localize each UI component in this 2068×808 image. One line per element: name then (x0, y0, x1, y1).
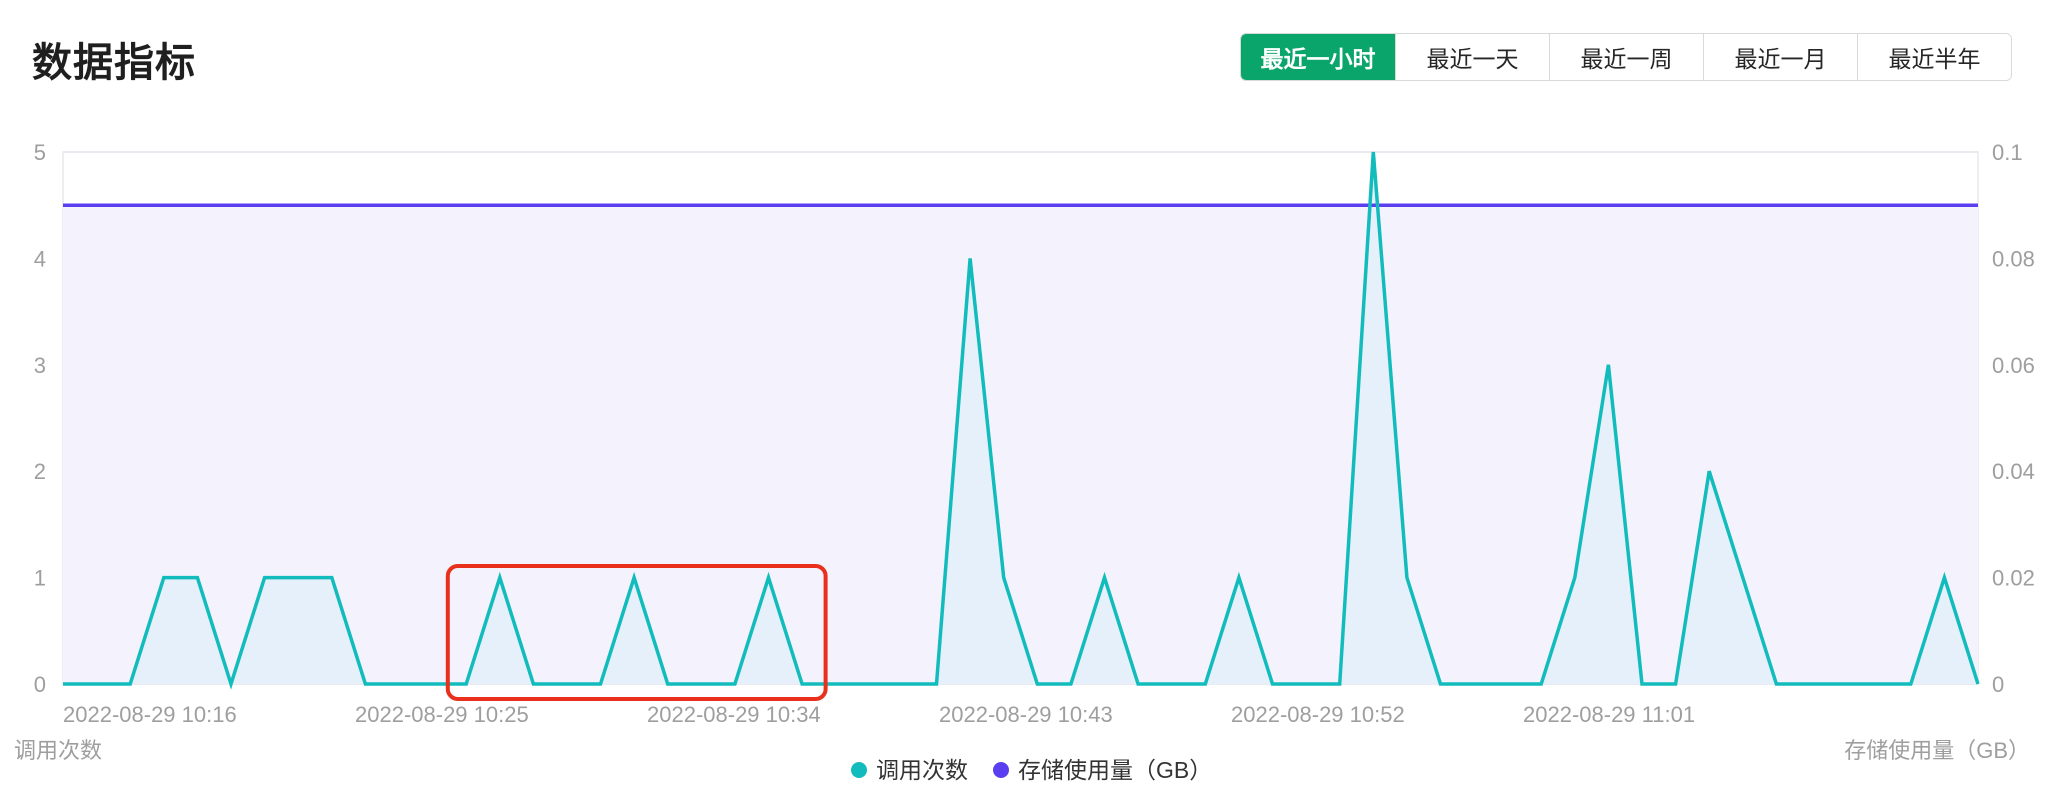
range-last-week-button[interactable]: 最近一周 (1549, 34, 1703, 80)
y-right-axis-title: 存储使用量（GB） (1844, 738, 2030, 763)
range-last-hour-button[interactable]: 最近一小时 (1241, 34, 1395, 80)
calls-area (63, 152, 1978, 684)
y-right-tick-label: 0.08 (1992, 246, 2035, 271)
legend: 调用次数 存储使用量（GB） (851, 757, 1212, 783)
x-tick-label: 2022-08-29 10:43 (939, 702, 1113, 727)
x-tick-label: 2022-08-29 10:34 (647, 702, 821, 727)
y-right-tick-label: 0 (1992, 672, 2004, 697)
y-left-tick-label: 2 (34, 459, 46, 484)
y-left-tick-label: 3 (34, 353, 46, 378)
highlight-layer (445, 564, 828, 701)
legend-label-calls: 调用次数 (876, 757, 968, 783)
x-tick-label: 2022-08-29 10:25 (355, 702, 529, 727)
calls-series-line (63, 151, 1980, 690)
y-left-tick-label: 4 (34, 246, 46, 271)
highlight-box (445, 564, 828, 701)
y-right-tick-label: 0.1 (1992, 140, 2023, 165)
y-right-tick-label: 0.06 (1992, 353, 2035, 378)
area-layer (63, 152, 1978, 684)
x-tick-label: 2022-08-29 11:01 (1523, 702, 1695, 727)
time-range-selector: 最近一小时 最近一天 最近一周 最近一月 最近半年 (1240, 33, 2012, 81)
page-title: 数据指标 (32, 41, 196, 85)
axis-layer: 0 1 2 3 4 5 0 0.02 0.04 0.06 0.08 0.1 2022-08-29 10:… (14, 140, 2035, 763)
range-last-month-button[interactable]: 最近一月 (1703, 34, 1857, 80)
range-last-half-year-button[interactable]: 最近半年 (1857, 34, 2011, 80)
legend-marker-storage (993, 762, 1009, 778)
legend-label-storage: 存储使用量（GB） (1018, 757, 1212, 783)
y-left-tick-label: 5 (34, 140, 46, 165)
y-left-axis-title: 调用次数 (14, 738, 102, 763)
x-tick-label: 2022-08-29 10:16 (63, 702, 237, 727)
y-left-tick-label: 0 (34, 672, 46, 697)
y-right-tick-label: 0.02 (1992, 566, 2035, 591)
x-tick-label: 2022-08-29 10:52 (1231, 702, 1405, 727)
legend-marker-calls (851, 762, 867, 778)
range-last-day-button[interactable]: 最近一天 (1395, 34, 1549, 80)
y-left-tick-label: 1 (34, 566, 46, 591)
line-layer (63, 151, 1980, 690)
y-right-tick-label: 0.04 (1992, 459, 2035, 484)
